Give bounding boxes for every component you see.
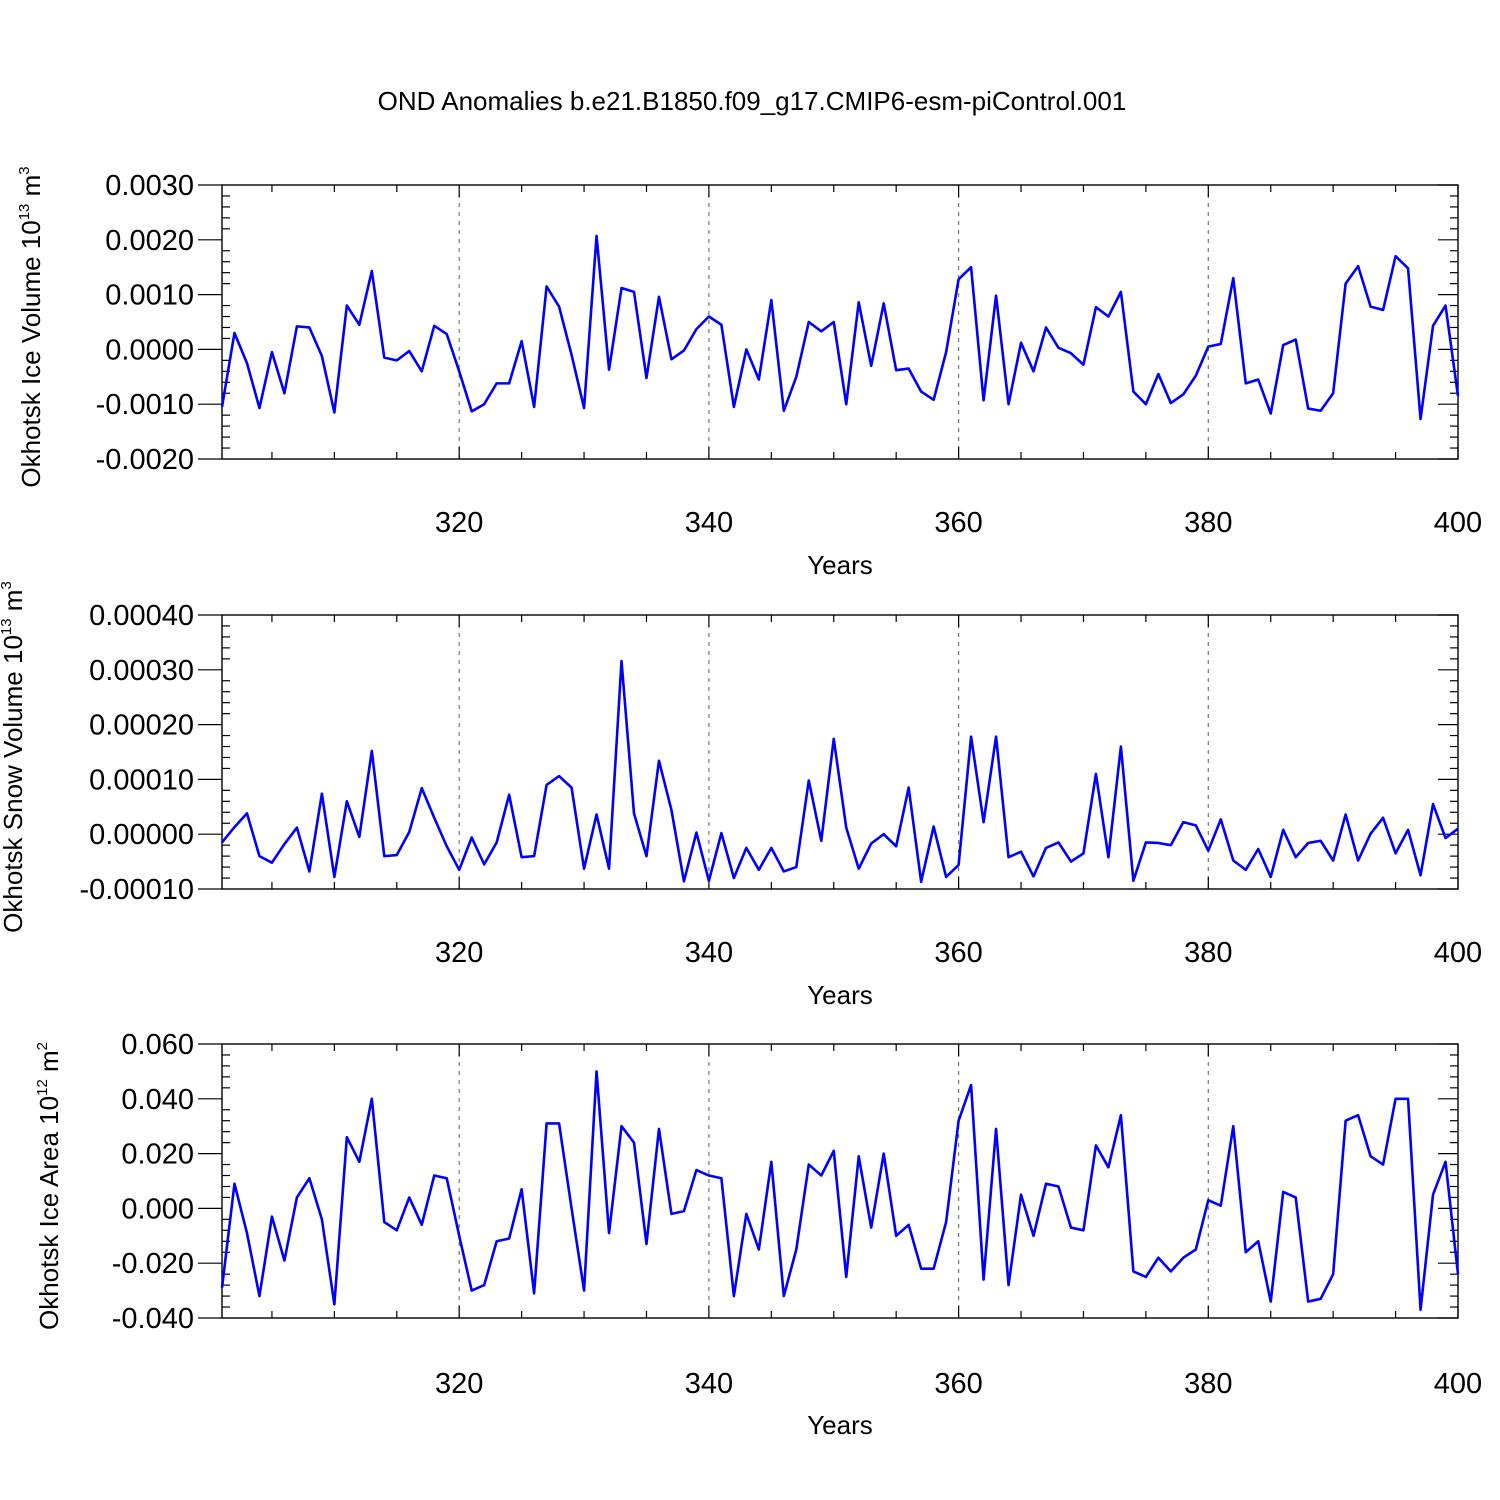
y-tick-label: 0.00040 xyxy=(89,600,194,632)
x-tick-label: 380 xyxy=(1184,507,1232,539)
y-axis-label: Okhotsk Snow Volume 1013 m3 xyxy=(0,581,28,933)
x-tick-label: 400 xyxy=(1434,1368,1482,1400)
panel-snow-volume: -0.00010 0.00000 0.00010 0.00020 0.00030 0.00… xyxy=(0,581,1482,1010)
y-tick-label: 0.00030 xyxy=(89,655,194,687)
plot-frame xyxy=(221,184,1459,460)
x-tick-label: 380 xyxy=(1184,1368,1232,1400)
y-tick-label: 0.000 xyxy=(121,1193,194,1225)
x-tick-label: 340 xyxy=(685,937,733,969)
x-axis-label: Years xyxy=(807,1410,873,1440)
y-tick-label: -0.00010 xyxy=(80,874,195,906)
y-axis-label: Okhotsk Ice Area 1012 m2 xyxy=(34,1042,64,1330)
y-tick-label: 0.0020 xyxy=(105,225,194,257)
x-tick-label: 380 xyxy=(1184,937,1232,969)
y-tick-label: 0.040 xyxy=(121,1084,194,1116)
y-tick-label: 0.00000 xyxy=(89,819,194,851)
y-tick-label: 0.0000 xyxy=(105,334,194,366)
y-axis-label: Okhotsk Ice Volume 1013 m3 xyxy=(16,166,46,487)
y-tick-label: 0.00020 xyxy=(89,710,194,742)
panel-ice-area: -0.040 -0.020 0.000 0.020 0.040 0.060 320 340 36… xyxy=(34,1029,1482,1440)
plot-frame xyxy=(221,1043,1459,1319)
y-tick-label: -0.040 xyxy=(112,1303,194,1335)
y-tick-label: 0.0010 xyxy=(105,280,194,312)
figure-title: OND Anomalies b.e21.B1850.f09_g17.CMIP6-… xyxy=(378,86,1127,116)
series-line xyxy=(220,659,1459,884)
x-tick-label: 400 xyxy=(1434,507,1482,539)
x-tick-label: 400 xyxy=(1434,937,1482,969)
x-tick-label: 320 xyxy=(435,1368,483,1400)
y-tick-label: 0.00010 xyxy=(89,764,194,796)
x-tick-label: 340 xyxy=(685,507,733,539)
y-tick-label: 0.060 xyxy=(121,1029,194,1061)
y-tick-label: 0.020 xyxy=(121,1139,194,1171)
x-tick-label: 320 xyxy=(435,507,483,539)
x-tick-label: 340 xyxy=(685,1368,733,1400)
x-tick-label: 360 xyxy=(934,507,982,539)
series-line xyxy=(220,1070,1460,1312)
series-line xyxy=(220,234,1460,421)
panel-ice-volume: -0.0020 -0.0010 0.0000 0.0010 0.0020 0.0030 32… xyxy=(16,166,1482,580)
y-tick-label: -0.0010 xyxy=(96,389,194,421)
x-axis-label: Years xyxy=(807,550,873,580)
x-tick-label: 320 xyxy=(435,937,483,969)
x-tick-label: 360 xyxy=(934,1368,982,1400)
x-axis-label: Years xyxy=(807,980,873,1010)
plot-frame xyxy=(221,614,1459,890)
y-tick-label: 0.0030 xyxy=(105,170,194,202)
y-tick-label: -0.020 xyxy=(112,1248,194,1280)
y-tick-label: -0.0020 xyxy=(96,444,194,476)
x-tick-label: 360 xyxy=(934,937,982,969)
